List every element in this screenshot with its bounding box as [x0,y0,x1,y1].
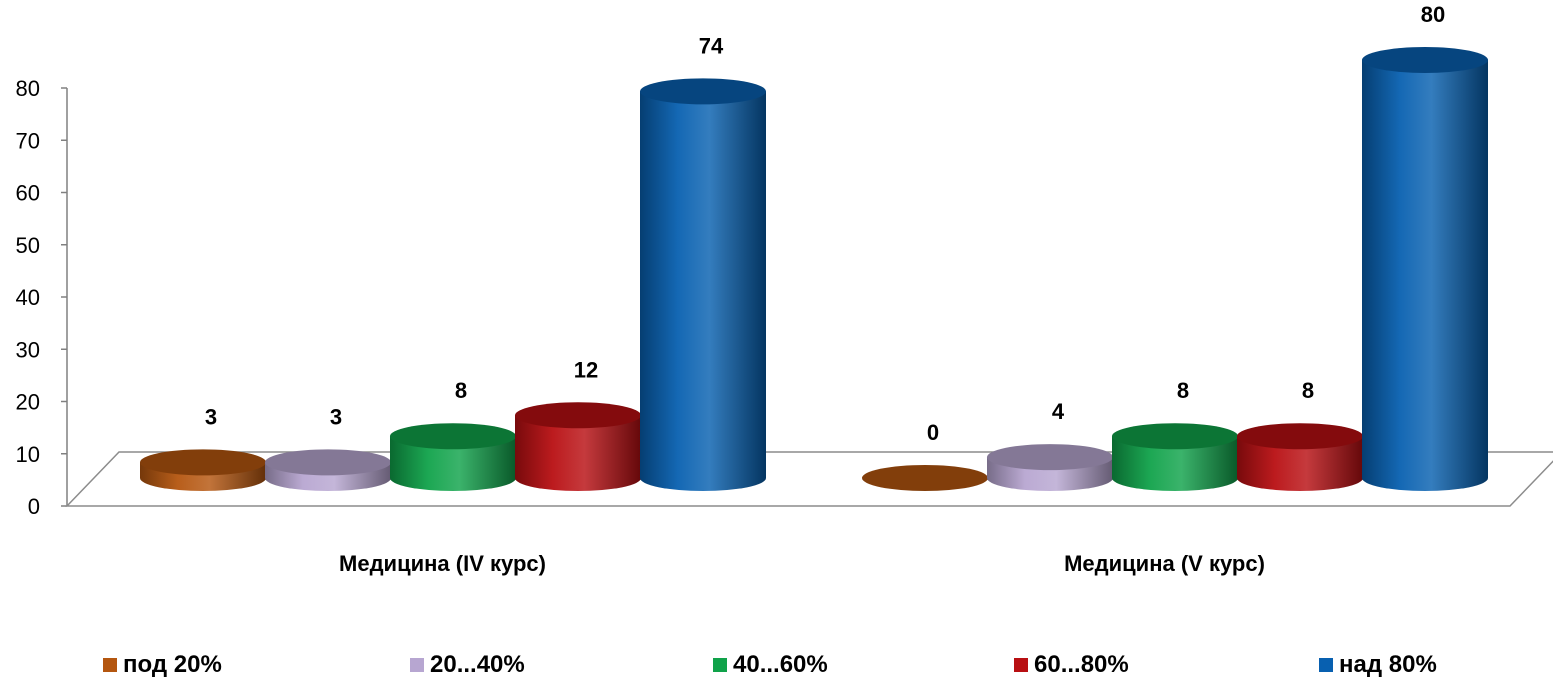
data-label: 12 [574,357,598,382]
data-label: 8 [1302,378,1314,403]
bar-top [515,402,641,429]
bar [140,449,266,491]
bar [390,423,516,491]
bar-top [140,449,266,476]
data-label: 3 [205,404,217,429]
legend-swatch [410,658,424,672]
bar-body [640,91,766,491]
category-labels: Медицина (IV курс) Медицина (V курс) [339,551,1265,576]
y-tick-label: 70 [16,128,40,153]
legend-label: 60...80% [1034,651,1129,678]
bar-top [390,423,516,450]
data-label: 8 [455,378,467,403]
bar [1112,423,1238,491]
legend-swatch [1319,658,1333,672]
y-tick-label: 20 [16,390,40,415]
y-tick-label: 40 [16,285,40,310]
y-tick-label: 0 [28,494,40,519]
bar [640,78,766,491]
data-label: 4 [1052,399,1065,424]
legend: под 20% 20...40% 40...60% 60...80% над 80% [0,647,1553,683]
legend-item: 60...80% [1014,647,1129,683]
legend-swatch [103,658,117,672]
bar-body [1112,436,1238,491]
legend-label: 20...40% [430,651,525,678]
bar-top [265,449,391,476]
bars [140,47,1488,491]
legend-swatch [1014,658,1028,672]
legend-label: над 80% [1339,651,1437,678]
legend-swatch [713,658,727,672]
bar-top [1112,423,1238,450]
bar-top [987,444,1113,471]
y-tick-label: 60 [16,181,40,206]
y-axis: 0 10 20 30 40 50 60 70 80 [16,76,68,519]
chart-canvas: 0 10 20 30 40 50 60 70 80 3 3 8 12 74 0 4 8 8 80 Медицина… [16,2,1553,576]
bar-body [1237,436,1363,491]
y-tick-label: 10 [16,442,40,467]
chart-floor [65,451,1553,507]
legend-item: 40...60% [713,647,828,683]
bar-top [1362,47,1488,73]
bar-top [862,465,988,491]
category-label: Медицина (IV курс) [339,551,546,576]
legend-item: над 80% [1319,647,1437,683]
category-label: Медицина (V курс) [1064,551,1265,576]
y-tick-label: 80 [16,76,40,101]
bar [1237,423,1363,491]
legend-item: под 20% [103,647,222,683]
data-label: 8 [1177,378,1189,403]
bar-body [1362,60,1488,491]
y-tick-label: 30 [16,337,40,362]
legend-label: 40...60% [733,651,828,678]
data-labels: 3 3 8 12 74 0 4 8 8 80 [205,2,1445,445]
bar-body [390,436,516,491]
data-label: 0 [927,420,939,445]
legend-item: 20...40% [410,647,525,683]
y-tick-label: 50 [16,233,40,258]
bar [515,402,641,491]
legend-label: под 20% [123,651,222,678]
data-label: 80 [1421,2,1445,27]
bar-top [1237,423,1363,450]
bar-top [640,78,766,105]
bar [862,465,988,491]
data-label: 74 [699,33,724,58]
bar-body [515,415,641,491]
data-label: 3 [330,404,342,429]
chart-floor-plane [65,451,1553,507]
bar [1362,47,1488,491]
bar [987,444,1113,491]
bar [265,449,391,491]
